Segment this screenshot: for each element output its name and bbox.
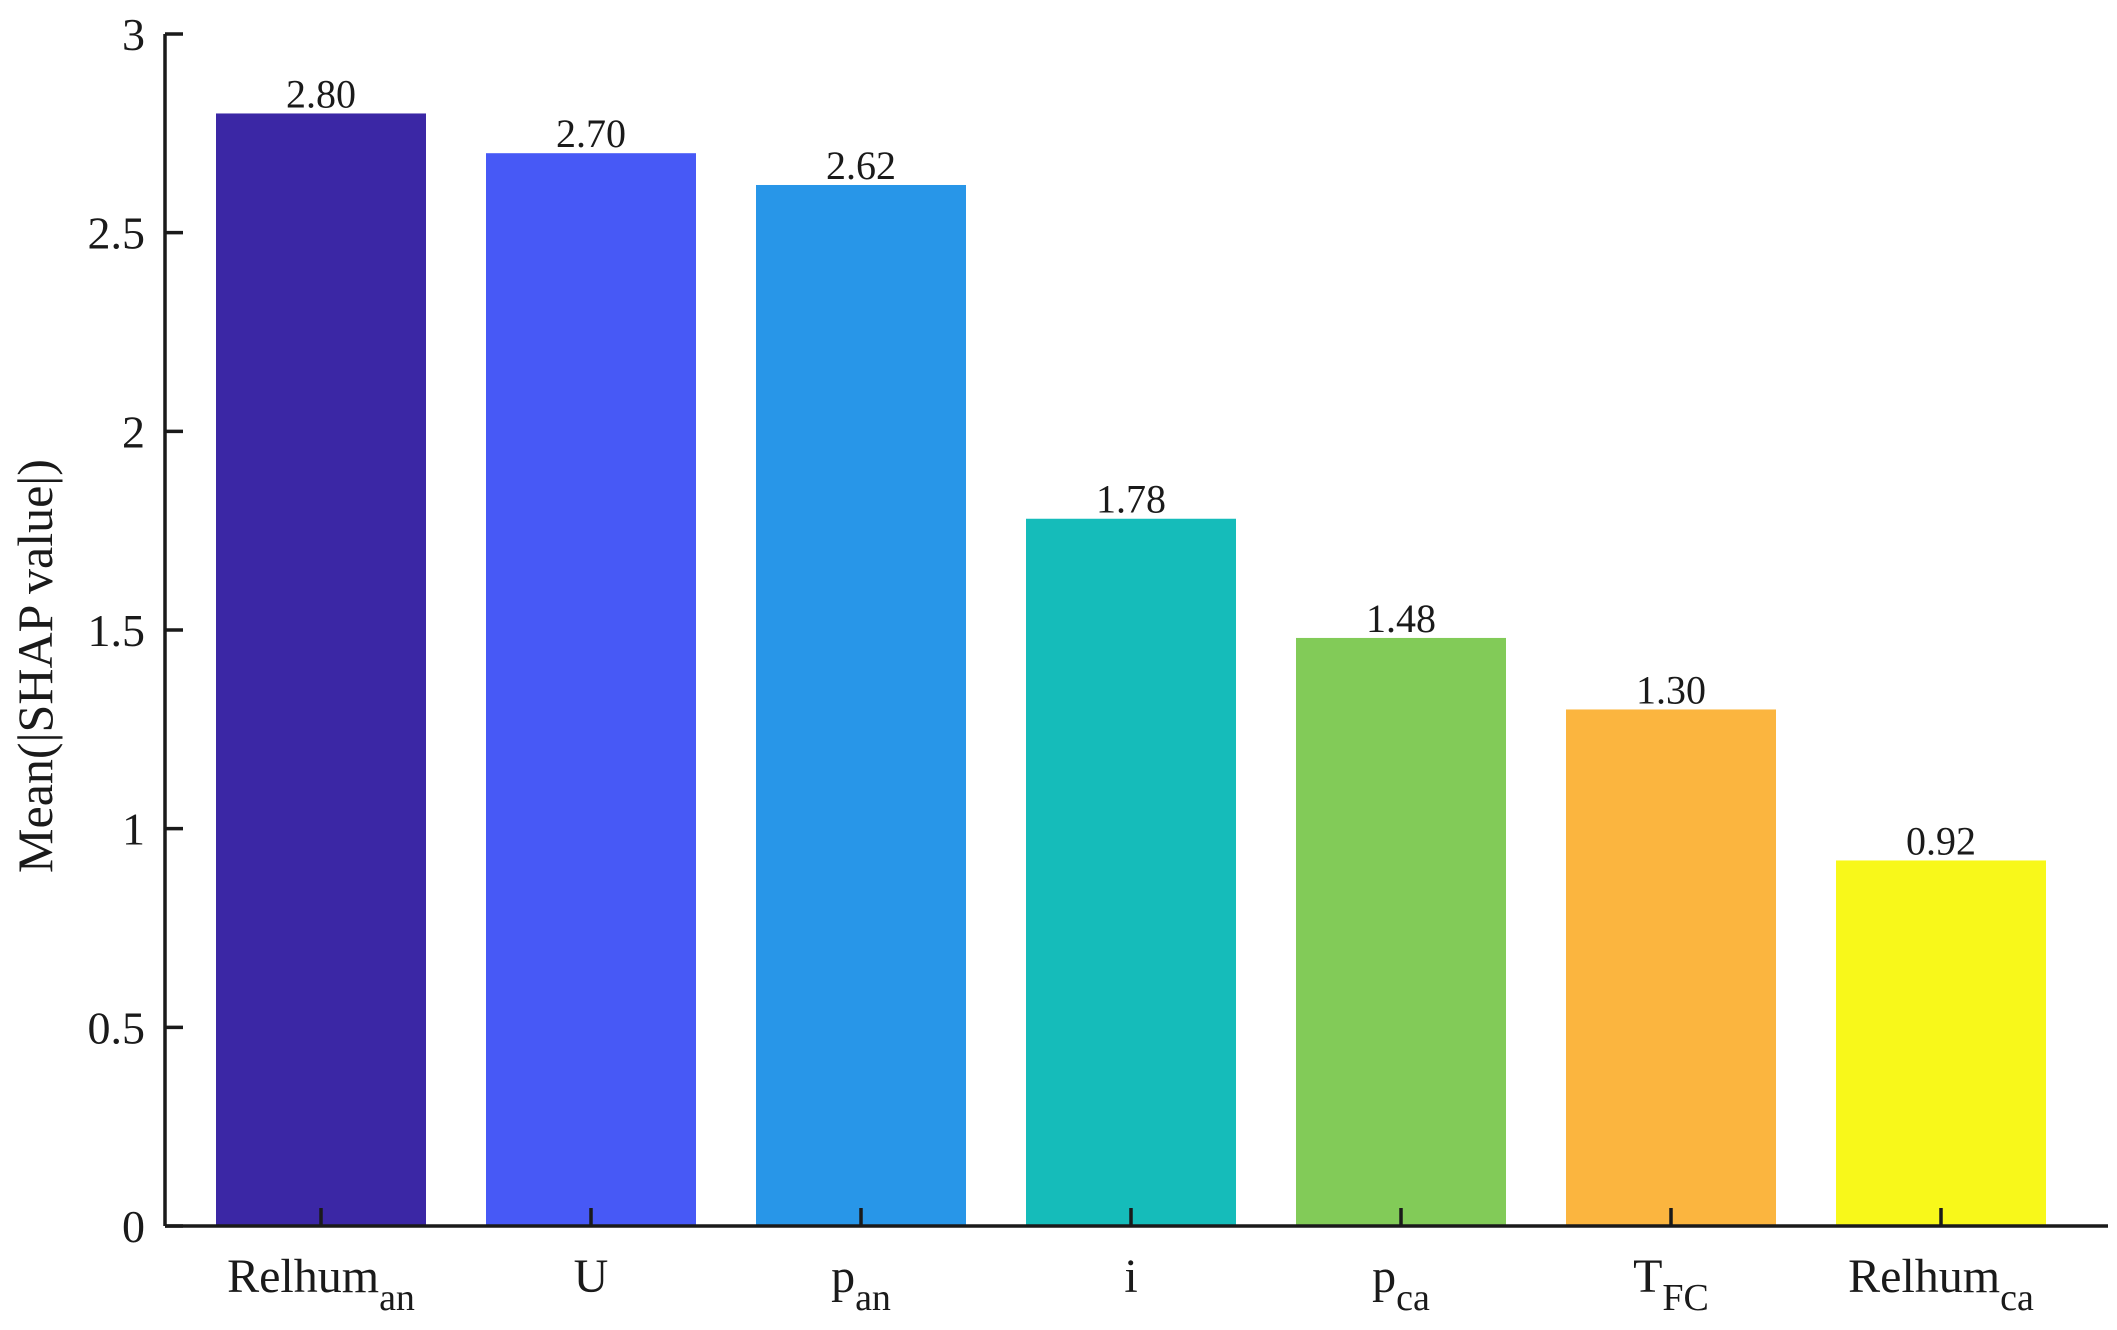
x-tick-label-sub-5: FC [1662, 1277, 1708, 1319]
x-tick-label-base-3: i [1124, 1250, 1137, 1303]
value-label-1: 2.70 [556, 111, 626, 156]
y-tick-label-0: 0 [122, 1201, 145, 1252]
bar-0 [216, 113, 426, 1226]
x-tick-label-base-2: p [831, 1250, 855, 1303]
y-tick-label-6: 3 [122, 9, 145, 60]
value-label-6: 0.92 [1906, 818, 1976, 863]
x-tick-label-base-6: Relhum [1848, 1250, 2000, 1303]
bar-4 [1296, 637, 1506, 1226]
x-tick-label-base-4: p [1372, 1250, 1396, 1303]
bar-5 [1566, 709, 1776, 1226]
bar-1 [486, 153, 696, 1227]
value-label-3: 1.78 [1096, 477, 1166, 522]
bar-6 [1836, 860, 2046, 1226]
x-tick-label-3: i [1124, 1250, 1137, 1303]
x-tick-label-0: Relhuman [227, 1250, 415, 1319]
x-tick-label-base-0: Relhum [227, 1250, 379, 1303]
value-label-0: 2.80 [286, 71, 356, 116]
y-tick-label-4: 2 [122, 406, 145, 457]
x-tick-label-5: TFC [1633, 1250, 1709, 1319]
x-tick-label-1: U [574, 1250, 609, 1303]
value-labels-group: 2.80 2.70 2.62 1.78 1.48 1.30 0.92 [286, 71, 1976, 863]
bar-2 [756, 184, 966, 1226]
x-tick-label-6: Relhumca [1848, 1250, 2034, 1319]
y-tick-label-5: 2.5 [88, 208, 146, 259]
x-tick-label-2: pan [831, 1250, 891, 1319]
y-ticks-group: 0 0.5 1 1.5 2 2.5 3 [88, 9, 183, 1252]
x-tick-label-sub-6: ca [2000, 1277, 2034, 1319]
y-tick-label-3: 1.5 [88, 605, 146, 656]
y-tick-label-1: 0.5 [88, 1002, 146, 1053]
x-tick-label-base-5: T [1633, 1250, 1662, 1303]
bar-3 [1026, 518, 1236, 1226]
x-tick-label-sub-0: an [379, 1277, 415, 1319]
x-tick-label-sub-4: ca [1396, 1277, 1430, 1319]
value-label-2: 2.62 [826, 143, 896, 188]
x-tick-label-4: pca [1372, 1250, 1430, 1319]
y-tick-label-2: 1 [122, 804, 145, 855]
value-label-5: 1.30 [1636, 667, 1706, 712]
value-label-4: 1.48 [1366, 596, 1436, 641]
y-axis-title: Mean(|SHAP value|) [7, 459, 63, 873]
x-tick-label-base-1: U [574, 1250, 609, 1303]
bars-group [216, 113, 2046, 1227]
x-tick-label-sub-2: an [855, 1277, 891, 1319]
